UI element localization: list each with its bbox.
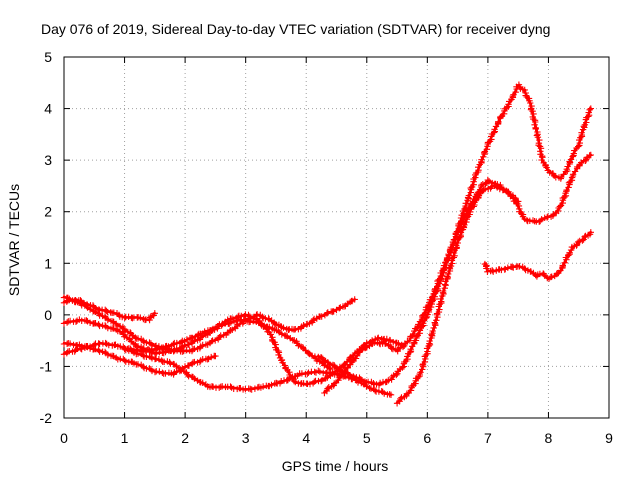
series-sat-e [60, 339, 395, 398]
x-tick-label: 0 [60, 430, 68, 446]
series-markers [481, 229, 594, 282]
y-axis-label: SDTVAR / TECUs [6, 184, 22, 296]
plot-frame [63, 56, 610, 419]
series-sat-i [393, 182, 522, 407]
x-tick-label: 6 [423, 430, 431, 446]
x-tick-label: 3 [242, 430, 250, 446]
x-tick-label: 7 [484, 430, 492, 446]
tick-layer: 0 1 2 3 4 5 6 7 8 9 -2 -1 0 1 2 3 4 5 [40, 49, 614, 446]
y-tick-label: 0 [44, 307, 52, 323]
series-trace [323, 153, 593, 394]
series-markers [121, 316, 334, 373]
x-tick-label: 2 [181, 430, 189, 446]
series-layer [60, 81, 594, 407]
x-tick-label: 1 [121, 430, 129, 446]
y-tick-label: -2 [40, 410, 53, 426]
y-tick-label: 5 [44, 49, 52, 65]
x-tick-label: 5 [363, 430, 371, 446]
series-markers [321, 151, 594, 397]
x-tick-label: 9 [605, 430, 613, 446]
grid-layer [64, 57, 609, 418]
y-tick-label: -1 [40, 358, 53, 374]
series-sat-h [321, 151, 594, 397]
x-tick-label: 4 [302, 430, 310, 446]
y-tick-label: 1 [44, 255, 52, 271]
y-tick-label: 3 [44, 152, 52, 168]
series-sat-j [481, 229, 594, 282]
x-tick-label: 8 [545, 430, 553, 446]
series-markers [393, 182, 522, 407]
chart-title: Day 076 of 2019, Sidereal Day-to-day VTE… [41, 21, 550, 37]
y-tick-label: 2 [44, 204, 52, 220]
x-axis-label: GPS time / hours [282, 458, 389, 474]
series-sat-f [121, 316, 334, 373]
y-tick-label: 4 [44, 101, 52, 117]
series-trace [395, 184, 520, 404]
